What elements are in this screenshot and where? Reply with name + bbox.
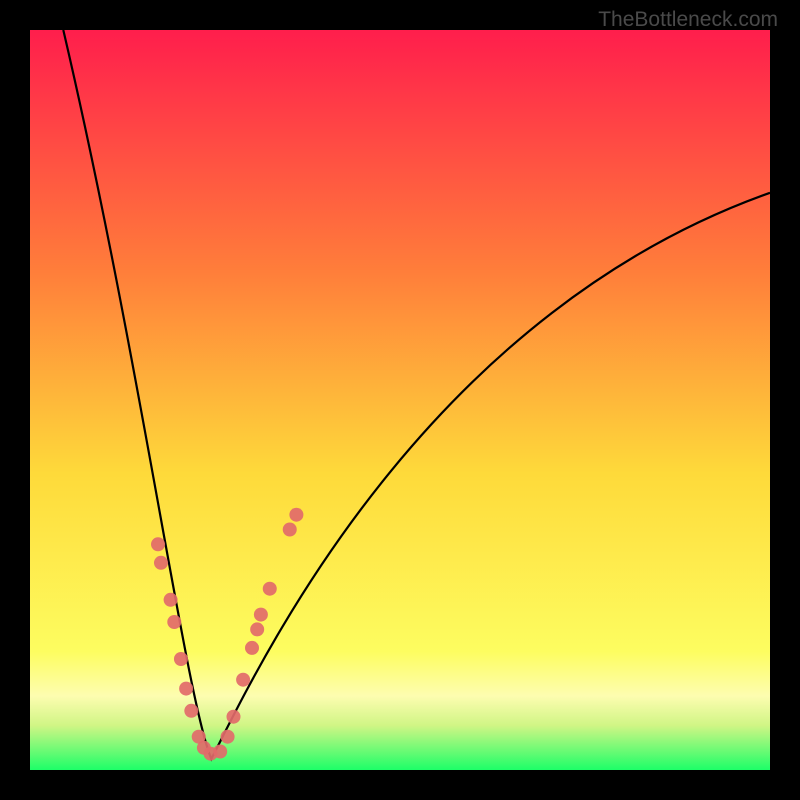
data-marker [167, 615, 181, 629]
data-marker [154, 556, 168, 570]
data-marker [254, 608, 268, 622]
chart-container: TheBottleneck.com [0, 0, 800, 800]
data-marker [184, 704, 198, 718]
data-marker [236, 673, 250, 687]
data-marker [289, 508, 303, 522]
data-marker [250, 622, 264, 636]
plot-svg [30, 30, 770, 770]
data-marker [213, 745, 227, 759]
data-marker [179, 682, 193, 696]
data-marker [227, 710, 241, 724]
data-marker [151, 537, 165, 551]
data-marker [221, 730, 235, 744]
watermark: TheBottleneck.com [598, 8, 778, 32]
data-marker [263, 582, 277, 596]
gradient-background [30, 30, 770, 770]
data-marker [164, 593, 178, 607]
data-marker [245, 641, 259, 655]
data-marker [283, 523, 297, 537]
plot-area [30, 30, 770, 770]
data-marker [174, 652, 188, 666]
